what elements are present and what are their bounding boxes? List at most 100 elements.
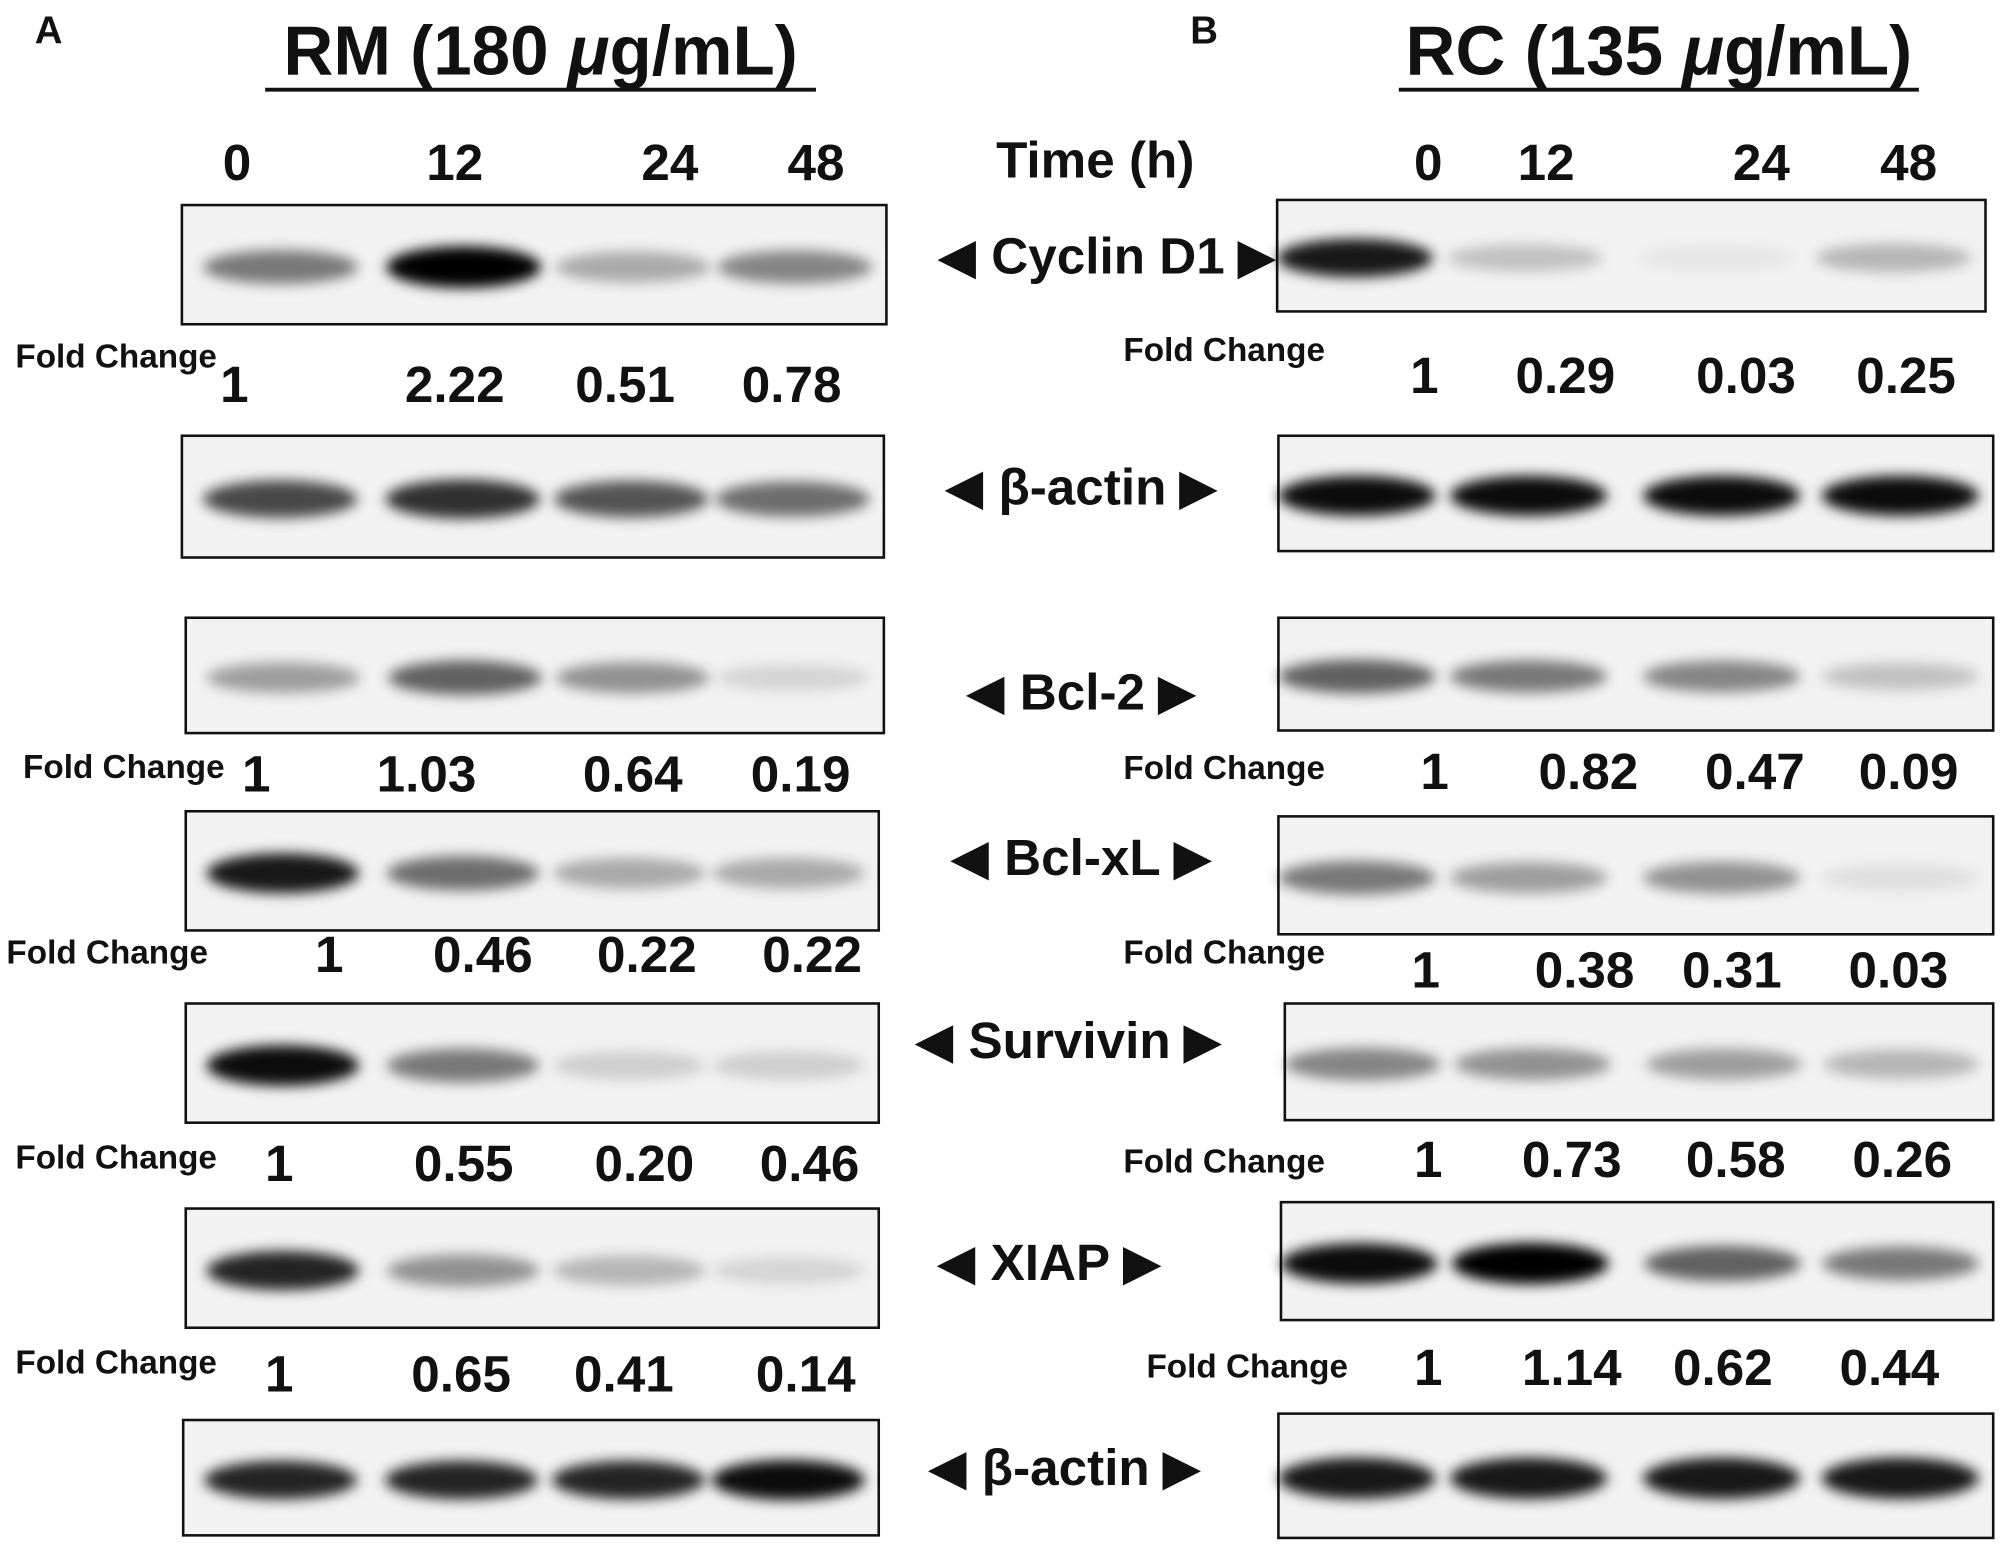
fold-change-label: Fold Change <box>23 749 225 786</box>
arrow-left <box>950 842 989 881</box>
fold-change-label: Fold Change <box>1123 1143 1325 1180</box>
panel-label: A <box>35 9 63 52</box>
band <box>1821 1457 1979 1499</box>
band <box>1821 864 1979 892</box>
time-label: 24 <box>1733 134 1790 191</box>
fold-change-value: 2.22 <box>405 356 505 413</box>
fold-change-value: 0.58 <box>1686 1131 1786 1188</box>
fold-change-value: 0.82 <box>1539 743 1639 800</box>
fold-change-value: 0.03 <box>1849 942 1949 999</box>
fold-change-value: 0.26 <box>1852 1131 1952 1188</box>
band <box>386 246 542 288</box>
band <box>1278 1457 1436 1499</box>
title-unit: μ <box>1680 12 1724 90</box>
band <box>1449 862 1608 894</box>
band <box>1815 243 1972 273</box>
arrow-left <box>914 1025 954 1064</box>
band <box>1644 1245 1801 1282</box>
fold-change-value: 1 <box>315 926 344 983</box>
fold-change-value: 0.31 <box>1682 942 1782 999</box>
band <box>1642 475 1801 516</box>
time-label: 24 <box>641 134 698 191</box>
band <box>553 480 709 518</box>
fold-change-label: Fold Change <box>1146 1349 1348 1386</box>
band <box>553 857 706 889</box>
band <box>716 664 870 692</box>
fold-change-value: 0.64 <box>583 745 683 802</box>
fold-change-value: 0.73 <box>1522 1131 1622 1188</box>
time-label: 48 <box>1880 134 1937 191</box>
fold-change-label: Fold Change <box>15 339 217 376</box>
fold-change-value: 1 <box>1411 942 1440 999</box>
band <box>206 853 359 894</box>
marker-label: Bcl-2 <box>1020 663 1145 720</box>
fold-change-value: 0.62 <box>1673 1339 1773 1396</box>
time-label: 0 <box>223 134 252 191</box>
band <box>715 481 870 517</box>
band <box>712 1051 865 1080</box>
bands <box>202 479 870 519</box>
arrow-right <box>1123 1247 1162 1286</box>
fold-change-value: 1 <box>1414 1131 1443 1188</box>
panel-title: RM (180 μg/mL) <box>283 12 797 90</box>
band <box>1449 660 1608 693</box>
bands <box>1280 1242 1979 1285</box>
arrow-right <box>1183 1025 1222 1064</box>
fold-change-value: 1 <box>1410 347 1439 404</box>
time-axis-label: Time (h) <box>996 132 1194 189</box>
band <box>1278 475 1436 516</box>
band <box>1823 1049 1980 1079</box>
fold-change-value: 1 <box>1420 743 1449 800</box>
fold-change-value: 0.41 <box>574 1345 674 1402</box>
band <box>1642 1457 1801 1499</box>
band <box>203 250 359 284</box>
arrow-left <box>928 1452 967 1491</box>
band <box>1447 244 1603 272</box>
fold-change-value: 0.51 <box>575 356 675 413</box>
marker-label: β-actin <box>998 458 1166 515</box>
band <box>1284 1047 1441 1081</box>
fold-change-value: 0.22 <box>762 926 862 983</box>
fold-change-value: 0.29 <box>1515 347 1615 404</box>
band <box>555 251 711 283</box>
fold-change-value: 0.46 <box>433 926 533 983</box>
fold-change-value: 0.22 <box>597 926 697 983</box>
band <box>555 661 710 694</box>
bands <box>1278 1457 1979 1499</box>
bands <box>1278 475 1979 516</box>
fold-change-value: 0.09 <box>1859 743 1959 800</box>
marker-label: Cyclin D1 <box>991 228 1225 285</box>
band <box>388 660 542 696</box>
band <box>1821 475 1979 516</box>
title-prefix: RM (180 <box>283 12 567 90</box>
fold-change-value: 0.55 <box>414 1135 514 1192</box>
fold-change-value: 0.19 <box>751 745 851 802</box>
bands <box>206 853 865 894</box>
arrow-left <box>936 1247 976 1286</box>
fold-change-value: 1 <box>242 745 271 802</box>
title-prefix: RC (135 <box>1406 12 1683 90</box>
bands <box>203 246 873 288</box>
band <box>206 662 361 694</box>
band <box>1638 245 1795 271</box>
arrow-right <box>1162 1452 1201 1491</box>
fold-change-value: 0.25 <box>1856 347 1956 404</box>
band <box>717 250 873 284</box>
band <box>712 1256 865 1285</box>
bands <box>1277 238 1972 278</box>
time-label: 0 <box>1414 134 1443 191</box>
band <box>384 1460 538 1500</box>
title-unit: μ <box>566 12 610 90</box>
time-label: 48 <box>787 134 844 191</box>
marker-label: Survivin <box>969 1012 1171 1069</box>
band <box>1278 659 1436 694</box>
band <box>1451 1242 1609 1285</box>
band <box>1449 475 1608 516</box>
title-suffix: g/mL) <box>1724 12 1912 90</box>
bands <box>1284 1047 1980 1081</box>
bands <box>206 1045 865 1086</box>
time-label: 12 <box>1518 134 1575 191</box>
arrow-right <box>1237 240 1277 280</box>
